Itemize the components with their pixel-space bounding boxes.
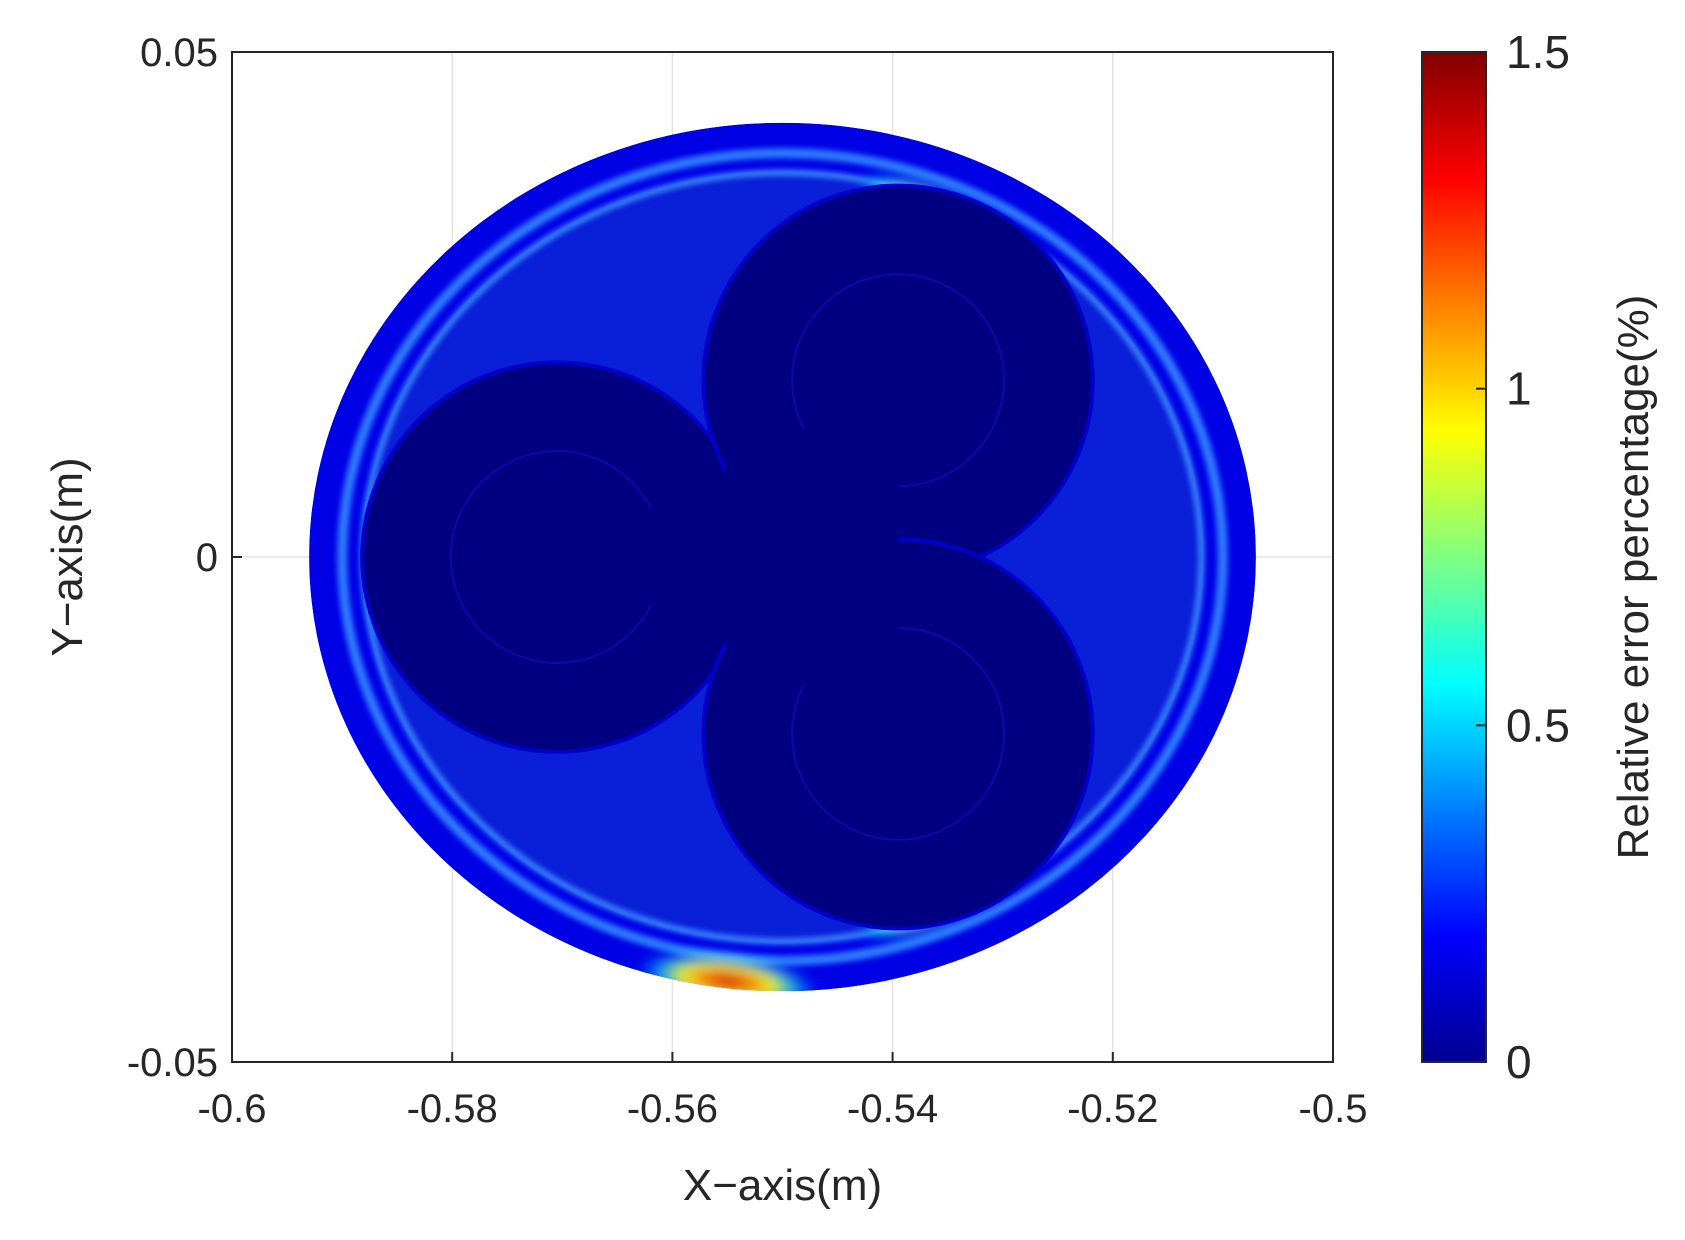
colorbar-tick-label: 1.5 bbox=[1506, 26, 1570, 78]
hotspot-bottom bbox=[633, 949, 822, 992]
x-tick-label: -0.56 bbox=[627, 1087, 718, 1131]
y-tick-label: 0.05 bbox=[140, 31, 218, 75]
colorbar-tick-label: 0 bbox=[1506, 1036, 1532, 1088]
x-tick-label: -0.5 bbox=[1299, 1087, 1368, 1131]
plot-area bbox=[231, 51, 1334, 1063]
sheath-ring bbox=[337, 148, 1228, 966]
x-tick-label: -0.6 bbox=[198, 1087, 267, 1131]
filler-region bbox=[556, 380, 899, 734]
y-tick-label: 0 bbox=[196, 536, 218, 580]
colorbar: 0 0.5 1 1.5 bbox=[1421, 26, 1570, 1088]
x-tick-label: -0.58 bbox=[407, 1087, 498, 1131]
y-axis-title: Y−axis(m) bbox=[43, 457, 92, 656]
x-tick-label: -0.54 bbox=[847, 1087, 938, 1131]
colorbar-tick-label: 0.5 bbox=[1506, 699, 1570, 751]
error-field bbox=[309, 122, 1256, 992]
x-axis-title: X−axis(m) bbox=[683, 1161, 882, 1210]
colorbar-gradient bbox=[1421, 51, 1487, 1063]
colorbar-tick-label: 1 bbox=[1506, 363, 1532, 415]
field-clip bbox=[309, 122, 1256, 992]
colorbar-title: Relative error percentage(%) bbox=[1609, 295, 1658, 860]
y-axis: -0.05 0 0.05 bbox=[127, 31, 242, 1085]
y-tick-label: -0.05 bbox=[127, 1041, 218, 1085]
x-axis: -0.6 -0.58 -0.56 -0.54 -0.52 -0.5 bbox=[198, 1052, 1368, 1131]
x-tick-label: -0.52 bbox=[1067, 1087, 1158, 1131]
